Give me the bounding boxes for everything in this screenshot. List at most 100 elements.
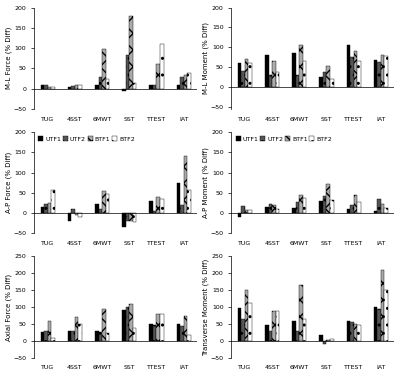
Bar [326, 184, 330, 213]
Y-axis label: M-L Moment (% Diff): M-L Moment (% Diff) [203, 22, 209, 94]
Bar [122, 89, 126, 91]
Bar [241, 319, 245, 341]
Bar [153, 85, 156, 89]
Bar [384, 208, 388, 213]
Bar [323, 73, 326, 87]
Bar [268, 204, 272, 213]
Bar [129, 213, 133, 221]
Bar [126, 307, 129, 341]
Bar [122, 213, 126, 227]
Bar [357, 202, 361, 213]
Bar [187, 73, 191, 89]
Y-axis label: Transverse Moment (% Diff): Transverse Moment (% Diff) [203, 258, 209, 356]
Bar [68, 213, 71, 221]
Bar [44, 204, 48, 213]
Bar [98, 77, 102, 89]
Bar [153, 211, 156, 213]
Bar [248, 303, 252, 341]
Bar [350, 57, 354, 87]
Bar [346, 321, 350, 341]
Bar [180, 205, 184, 213]
Bar [102, 49, 106, 89]
Bar [95, 204, 98, 213]
Bar [381, 270, 384, 341]
Bar [156, 314, 160, 341]
Bar [354, 50, 357, 87]
Legend: UTF1, UTF2, BTF1, BTF2: UTF1, UTF2, BTF1, BTF2 [234, 135, 333, 143]
Bar [248, 63, 252, 87]
Bar [357, 324, 361, 341]
Bar [296, 202, 299, 213]
Bar [346, 45, 350, 87]
Bar [106, 194, 109, 213]
Bar [156, 64, 160, 89]
Bar [377, 309, 381, 341]
Bar [184, 74, 187, 89]
Bar [323, 341, 326, 344]
Bar [75, 213, 78, 215]
Bar [265, 55, 268, 87]
Bar [48, 87, 51, 89]
Bar [303, 319, 306, 341]
Bar [44, 331, 48, 341]
Bar [106, 334, 109, 341]
Bar [268, 331, 272, 341]
Bar [265, 324, 268, 341]
Bar [95, 85, 98, 89]
Bar [374, 60, 377, 87]
Bar [241, 206, 245, 213]
Bar [48, 321, 51, 341]
Bar [381, 204, 384, 213]
Bar [268, 75, 272, 87]
Bar [265, 207, 268, 213]
Bar [296, 331, 299, 341]
Bar [350, 205, 354, 213]
Bar [95, 331, 98, 341]
Bar [377, 62, 381, 87]
Bar [160, 199, 164, 213]
Bar [149, 201, 153, 213]
Bar [320, 77, 323, 87]
Bar [102, 309, 106, 341]
Bar [156, 197, 160, 213]
Bar [292, 321, 296, 341]
Bar [187, 335, 191, 341]
Bar [357, 61, 361, 87]
Y-axis label: A-P Moment (% Diff): A-P Moment (% Diff) [203, 147, 209, 218]
Bar [354, 324, 357, 341]
Bar [330, 339, 334, 341]
Bar [238, 213, 241, 217]
Y-axis label: Axial Force (% Diff): Axial Force (% Diff) [6, 273, 12, 341]
Bar [374, 307, 377, 341]
Bar [272, 311, 276, 341]
Bar [176, 324, 180, 341]
Bar [68, 87, 71, 89]
Bar [126, 213, 129, 221]
Bar [176, 85, 180, 89]
Bar [122, 311, 126, 341]
Bar [149, 85, 153, 89]
Bar [245, 290, 248, 341]
Legend: UTF1, UTF2, BTF1, BTF2: UTF1, UTF2, BTF1, BTF2 [37, 135, 136, 143]
Bar [377, 199, 381, 213]
Bar [106, 79, 109, 89]
Bar [245, 210, 248, 213]
Bar [187, 190, 191, 213]
Bar [238, 308, 241, 341]
Bar [98, 332, 102, 341]
Bar [71, 209, 75, 213]
Y-axis label: A-P Force (% Diff): A-P Force (% Diff) [6, 152, 12, 213]
Bar [248, 210, 252, 213]
Bar [303, 61, 306, 87]
Bar [71, 86, 75, 89]
Bar [78, 213, 82, 217]
Bar [98, 209, 102, 213]
Bar [68, 331, 71, 341]
Bar [51, 338, 55, 341]
Bar [71, 331, 75, 341]
Bar [276, 209, 279, 213]
Bar [102, 191, 106, 213]
Bar [133, 83, 136, 89]
Bar [51, 87, 55, 89]
Bar [184, 315, 187, 341]
